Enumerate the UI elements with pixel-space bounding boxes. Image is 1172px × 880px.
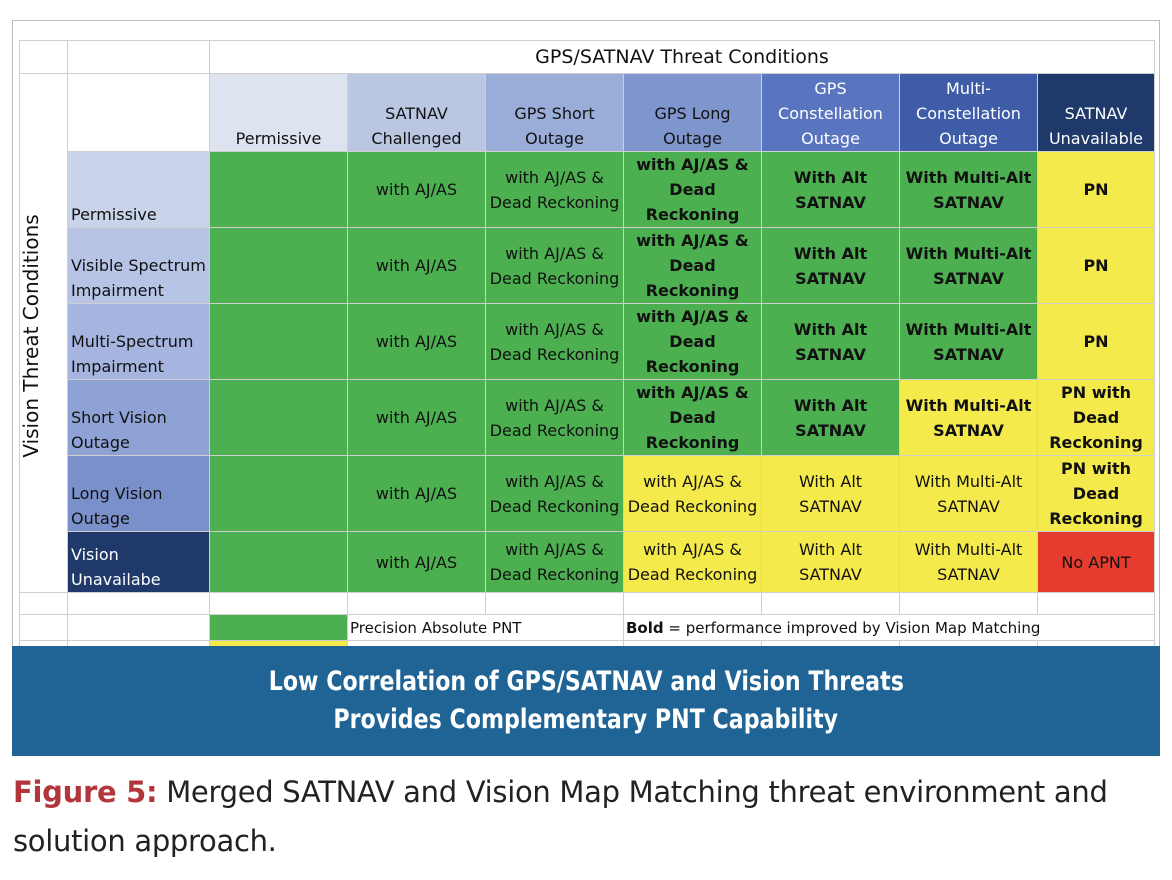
empty-cell — [623, 592, 762, 615]
matrix-cell: with AJ/AS — [347, 227, 486, 304]
table-row: Vision Unavailabe with AJ/AS with AJ/AS & De… — [20, 531, 1155, 593]
matrix-cell: with AJ/AS & Dead Reckoning — [485, 151, 624, 228]
row-header-5: Vision Unavailabe — [67, 531, 210, 593]
matrix-cell: with AJ/AS & Dead Reckoning — [623, 151, 762, 228]
column-header-3: GPS Long Outage — [623, 73, 762, 152]
matrix-cell: PN — [1037, 227, 1155, 304]
matrix-cell: with AJ/AS & Dead Reckoning — [485, 227, 624, 304]
column-header-4: GPS Constellation Outage — [761, 73, 900, 152]
matrix-cell: With Alt SATNAV — [761, 151, 900, 228]
matrix-cell: with AJ/AS — [347, 379, 486, 456]
empty-cell — [67, 592, 210, 615]
column-header-0: Permissive — [209, 73, 348, 152]
matrix-cell: With Multi-Alt SATNAV — [899, 227, 1038, 304]
matrix-cell: with AJ/AS & Dead Reckoning — [485, 303, 624, 380]
row-header-1: Visible Spectrum Impairment — [67, 227, 210, 304]
matrix-cell: With Multi-Alt SATNAV — [899, 379, 1038, 456]
matrix-cell — [209, 303, 348, 380]
matrix-cell: with AJ/AS & Dead Reckoning — [623, 531, 762, 593]
empty-cell — [761, 592, 900, 615]
matrix-cell: With Multi-Alt SATNAV — [899, 455, 1038, 532]
matrix-cell: with AJ/AS & Dead Reckoning — [623, 455, 762, 532]
legend-swatch-green — [209, 614, 348, 641]
matrix-cell: With Alt SATNAV — [761, 303, 900, 380]
matrix-cell: With Alt SATNAV — [761, 227, 900, 304]
matrix-cell: with AJ/AS — [347, 455, 486, 532]
row-header-4: Long Vision Outage — [67, 455, 210, 532]
table-title: GPS/SATNAV Threat Conditions — [209, 40, 1155, 74]
table-row: Visible Spectrum Impairment with AJ/AS with… — [20, 227, 1155, 304]
matrix-cell: with AJ/AS & Dead Reckoning — [485, 379, 624, 456]
matrix-cell: PN — [1037, 303, 1155, 380]
bold-note-key: Bold — [626, 618, 664, 637]
empty-cell — [899, 592, 1038, 615]
empty-cell — [19, 592, 68, 615]
caption-text: Merged SATNAV and Vision Map Matching th… — [13, 775, 1108, 858]
threat-matrix-body: GPS/SATNAV Threat Conditions Permissive SA… — [19, 40, 1155, 693]
empty-cell — [347, 592, 486, 615]
matrix-cell — [209, 455, 348, 532]
matrix-cell — [209, 151, 348, 228]
bold-note-text: = performance improved by Vision Map Mat… — [663, 618, 1041, 637]
corner-cell — [67, 73, 210, 152]
banner-line-1: Low Correlation of GPS/SATNAV and Vision… — [268, 666, 904, 697]
table-row: Long Vision Outage with AJ/AS with AJ/AS & D… — [20, 455, 1155, 532]
matrix-cell: PN — [1037, 151, 1155, 228]
matrix-cell: with AJ/AS & Dead Reckoning — [623, 227, 762, 304]
matrix-cell: with AJ/AS & Dead Reckoning — [623, 379, 762, 456]
bold-note: Bold = performance improved by Vision Ma… — [623, 614, 1155, 641]
matrix-cell: With Alt SATNAV — [761, 379, 900, 456]
matrix-cell: With Multi-Alt SATNAV — [899, 531, 1038, 593]
matrix-cell: With Alt SATNAV — [761, 455, 900, 532]
empty-cell — [19, 614, 68, 641]
column-header-5: Multi- Constellation Outage — [899, 73, 1038, 152]
empty-cell — [1037, 592, 1155, 615]
matrix-cell — [209, 531, 348, 593]
matrix-cell: with AJ/AS & Dead Reckoning — [623, 303, 762, 380]
table-row: Permissive with AJ/AS with AJ/AS & Dead Rec… — [20, 151, 1155, 228]
matrix-cell: with AJ/AS & Dead Reckoning — [485, 455, 624, 532]
empty-cell — [485, 592, 624, 615]
matrix-cell: with AJ/AS & Dead Reckoning — [485, 531, 624, 593]
matrix-cell: PN with Dead Reckoning — [1037, 455, 1155, 532]
row-axis-label: Vision Threat Conditions — [19, 214, 43, 458]
corner-cell — [19, 40, 68, 74]
row-header-0: Permissive — [67, 151, 210, 228]
matrix-cell: With Multi-Alt SATNAV — [899, 151, 1038, 228]
matrix-cell — [209, 379, 348, 456]
figure-caption: Figure 5: Merged SATNAV and Vision Map M… — [13, 768, 1143, 866]
matrix-cell: PN with Dead Reckoning — [1037, 379, 1155, 456]
matrix-cell: with AJ/AS — [347, 151, 486, 228]
legend-row: Precision Absolute PNT Bold = performance… — [19, 614, 1155, 641]
caption-label: Figure 5: — [13, 775, 158, 809]
corner-cell — [67, 40, 210, 74]
matrix-cell — [209, 227, 348, 304]
column-header-6: SATNAV Unavailable — [1037, 73, 1155, 152]
table-row: Multi-Spectrum Impairment with AJ/AS with A… — [20, 303, 1155, 380]
row-header-2: Multi-Spectrum Impairment — [67, 303, 210, 380]
matrix-cell: with AJ/AS — [347, 303, 486, 380]
summary-banner: Low Correlation of GPS/SATNAV and Vision… — [12, 646, 1160, 756]
table-row: Short Vision Outage with AJ/AS with AJ/AS &… — [20, 379, 1155, 456]
legend-label-0: Precision Absolute PNT — [347, 614, 624, 641]
matrix-cell: With Alt SATNAV — [761, 531, 900, 593]
column-header-2: GPS Short Outage — [485, 73, 624, 152]
spacer-row — [19, 592, 1155, 615]
matrix-cell: With Multi-Alt SATNAV — [899, 303, 1038, 380]
empty-cell — [209, 592, 348, 615]
row-header-3: Short Vision Outage — [67, 379, 210, 456]
title-row: GPS/SATNAV Threat Conditions — [19, 40, 1155, 74]
matrix-cell: No APNT — [1037, 531, 1155, 593]
threat-matrix-table: GPS/SATNAV Threat Conditions Permissive SA… — [19, 40, 1155, 693]
banner-line-2: Provides Complementary PNT Capability — [333, 704, 839, 735]
column-header-row: Permissive SATNAV Challenged GPS Short Outag… — [19, 73, 1155, 593]
matrix-cell: with AJ/AS — [347, 531, 486, 593]
empty-cell — [67, 614, 210, 641]
column-header-1: SATNAV Challenged — [347, 73, 486, 152]
